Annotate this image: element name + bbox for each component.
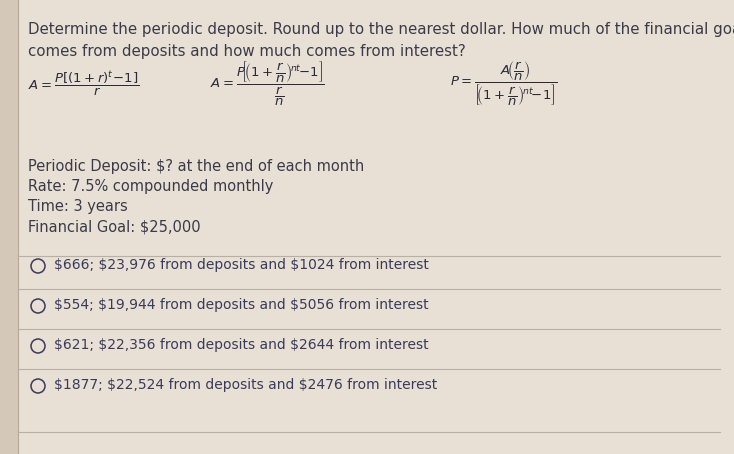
Text: $P = \dfrac{A\!\left(\dfrac{r}{n}\right)}{\left[\!\left(1+\dfrac{r}{n}\right)^{\: $P = \dfrac{A\!\left(\dfrac{r}{n}\right)… xyxy=(450,60,557,108)
Text: $A = \dfrac{P\!\left[\!\left(1+\dfrac{r}{n}\right)^{\!nt}\!\!-\!1\right]}{\dfrac: $A = \dfrac{P\!\left[\!\left(1+\dfrac{r}… xyxy=(210,60,325,108)
Text: Periodic Deposit: $? at the end of each month: Periodic Deposit: $? at the end of each … xyxy=(28,159,364,174)
Text: $666; $23,976 from deposits and $1024 from interest: $666; $23,976 from deposits and $1024 fr… xyxy=(54,258,429,272)
Bar xyxy=(0,0,18,454)
Text: $A = \dfrac{P[(1+r)^t\!-\!1]}{r}$: $A = \dfrac{P[(1+r)^t\!-\!1]}{r}$ xyxy=(28,69,139,99)
Text: Determine the periodic deposit. Round up to the nearest dollar. How much of the : Determine the periodic deposit. Round up… xyxy=(28,22,734,37)
Text: $621; $22,356 from deposits and $2644 from interest: $621; $22,356 from deposits and $2644 fr… xyxy=(54,338,429,352)
Text: $554; $19,944 from deposits and $5056 from interest: $554; $19,944 from deposits and $5056 fr… xyxy=(54,298,429,312)
Text: Financial Goal: $25,000: Financial Goal: $25,000 xyxy=(28,219,200,234)
Text: Rate: 7.5% compounded monthly: Rate: 7.5% compounded monthly xyxy=(28,179,273,194)
Text: comes from deposits and how much comes from interest?: comes from deposits and how much comes f… xyxy=(28,44,466,59)
Text: Time: 3 years: Time: 3 years xyxy=(28,199,128,214)
Text: $1877; $22,524 from deposits and $2476 from interest: $1877; $22,524 from deposits and $2476 f… xyxy=(54,378,437,392)
